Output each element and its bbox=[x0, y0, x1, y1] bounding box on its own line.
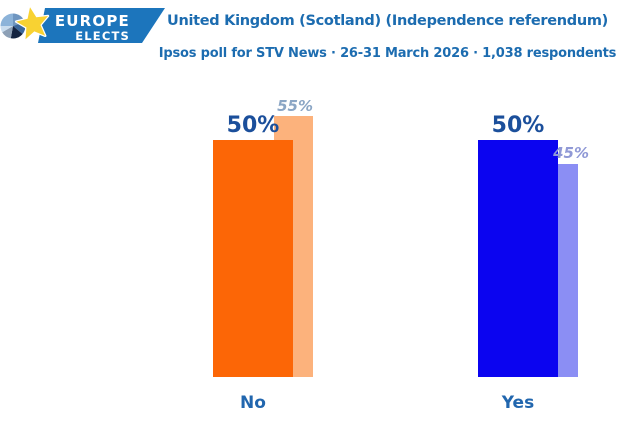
poll-value-label-no: 50% bbox=[226, 112, 280, 138]
poll-value-label-yes: 50% bbox=[491, 112, 545, 138]
chart-header: United Kingdom (Scotland) (Independence … bbox=[0, 13, 640, 61]
logo-banner bbox=[38, 8, 165, 43]
logo-primary-text: EUROPE bbox=[55, 12, 130, 30]
poll-bar-no bbox=[213, 140, 293, 377]
logo-secondary-text: ELECTS bbox=[75, 29, 130, 43]
star-icon bbox=[14, 6, 50, 41]
bar-group-yes: 45% 50% Yes bbox=[478, 0, 589, 446]
category-label-yes: Yes bbox=[501, 393, 535, 413]
chart-subtitle: Ipsos poll for STV News · 26-31 March 20… bbox=[158, 46, 617, 61]
chart-title: United Kingdom (Scotland) (Independence … bbox=[166, 13, 609, 29]
bar-group-no: 55% 50% No bbox=[213, 0, 313, 446]
reference-value-label-yes: 45% bbox=[553, 144, 589, 163]
poll-bar-yes bbox=[478, 140, 558, 377]
europe-elects-logo: EUROPE ELECTS bbox=[0, 6, 165, 43]
reference-value-label-no: 55% bbox=[277, 96, 313, 115]
category-label-no: No bbox=[240, 393, 266, 413]
